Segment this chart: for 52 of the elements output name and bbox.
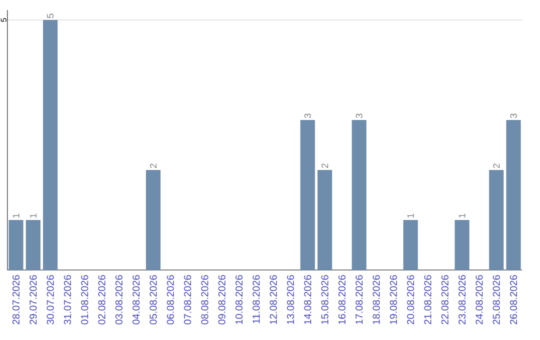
x-tick-label: 12.08.2026 [270, 275, 277, 324]
data-label: 3 [304, 114, 311, 118]
x-tick-label: 06.08.2026 [166, 275, 174, 324]
x-tick-label: 30.07.2026 [46, 275, 54, 324]
x-tick-label: 08.08.2026 [201, 275, 208, 324]
data-label: 2 [322, 164, 328, 168]
bar [403, 220, 418, 270]
x-tick-label: 26.08.2026 [510, 275, 518, 324]
x-tick-label: 29.07.2026 [30, 275, 37, 324]
bar [454, 220, 470, 270]
bar [8, 220, 24, 270]
data-label: 5 [47, 14, 54, 18]
data-label: 2 [150, 164, 157, 168]
x-tick-label: 05.08.2026 [150, 275, 157, 324]
x-tick-label: 09.08.2026 [218, 275, 226, 324]
x-tick-label: 18.08.2026 [372, 275, 380, 324]
data-label: 3 [510, 114, 517, 118]
bar [506, 120, 521, 270]
data-label: 1 [30, 214, 36, 218]
bar [489, 170, 504, 270]
bar [352, 120, 366, 270]
data-label: 3 [356, 114, 362, 118]
bar [146, 170, 161, 270]
data-label: 2 [493, 164, 500, 168]
x-tick-label: 02.08.2026 [98, 275, 106, 324]
x-tick-label: 11.08.2026 [252, 275, 260, 324]
bar [26, 220, 40, 270]
x-tick-label: 19.08.2026 [390, 275, 397, 324]
x-tick-label: 31.07.2026 [64, 275, 72, 324]
x-tick-label: 21.08.2026 [424, 275, 432, 324]
x-tick-label: 14.08.2026 [304, 275, 312, 324]
x-tick-label: 17.08.2026 [356, 275, 363, 324]
x-tick-label: 04.08.2026 [132, 275, 140, 324]
bar [300, 120, 315, 270]
x-tick-label: 28.07.2026 [12, 275, 20, 324]
x-tick-label: 13.08.2026 [286, 275, 294, 324]
x-tick-label: 15.08.2026 [321, 275, 328, 324]
x-tick-label: 20.08.2026 [407, 275, 414, 324]
x-tick-label: 01.08.2026 [81, 275, 88, 324]
x-tick-label: 03.08.2026 [115, 275, 122, 324]
x-tick-label: 22.08.2026 [441, 275, 448, 324]
x-tick-label: 25.08.2026 [492, 275, 500, 324]
data-label: 1 [407, 214, 414, 218]
bar [43, 20, 58, 270]
data-label: 1 [458, 214, 466, 218]
x-tick-label: 23.08.2026 [458, 275, 466, 324]
x-tick-label: 24.08.2026 [476, 275, 483, 324]
x-tick-label: 16.08.2026 [338, 275, 346, 324]
x-tick-label: 10.08.2026 [235, 275, 243, 324]
data-label: 1 [12, 214, 20, 218]
x-tick-label: 07.08.2026 [184, 275, 192, 324]
bar [318, 170, 332, 270]
